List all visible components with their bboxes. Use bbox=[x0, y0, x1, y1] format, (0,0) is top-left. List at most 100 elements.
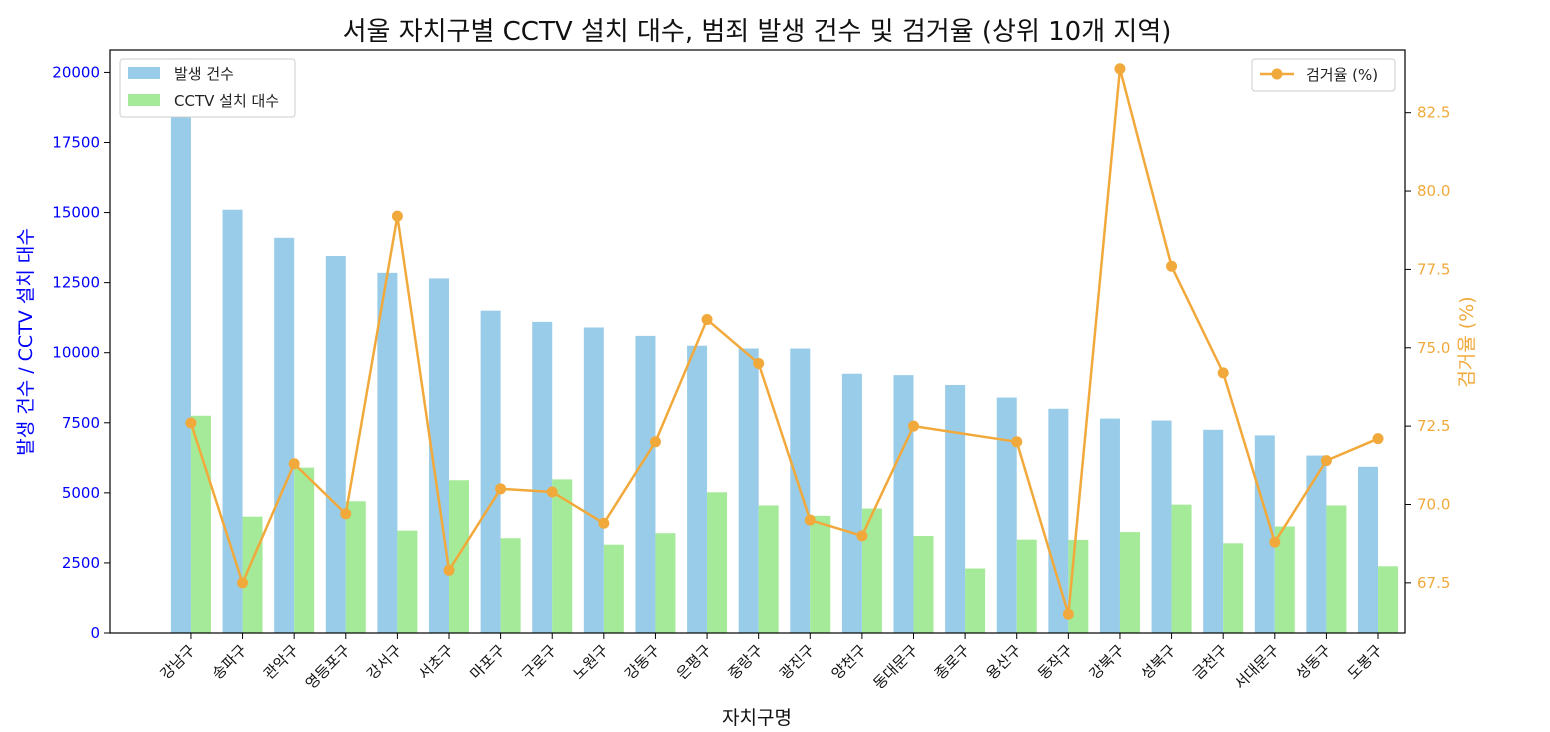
bar-cctv bbox=[191, 416, 211, 633]
legend-swatch-cctv bbox=[128, 94, 160, 106]
x-tick-label: 성동구 bbox=[1292, 641, 1334, 683]
point-arrest-rate bbox=[443, 565, 454, 576]
y-tick-label-right: 77.5 bbox=[1417, 260, 1450, 278]
point-arrest-rate bbox=[702, 314, 713, 325]
y-tick-label-left: 15000 bbox=[52, 204, 100, 222]
bar-crime bbox=[687, 346, 707, 633]
bar-cctv bbox=[1223, 543, 1243, 633]
x-tick-label: 양천구 bbox=[828, 641, 870, 683]
bar-cctv bbox=[914, 536, 934, 633]
bar-cctv bbox=[810, 516, 830, 633]
bar-cctv bbox=[655, 533, 675, 633]
bar-crime bbox=[171, 58, 191, 633]
y-tick-label-right: 75.0 bbox=[1417, 339, 1450, 357]
point-arrest-rate bbox=[753, 358, 764, 369]
point-arrest-rate bbox=[289, 458, 300, 469]
x-tick-label: 종로구 bbox=[931, 641, 973, 683]
x-tick-label: 동작구 bbox=[1034, 641, 1076, 683]
bar-cctv bbox=[397, 531, 417, 633]
x-tick-label: 송파구 bbox=[208, 641, 250, 683]
bar-crime bbox=[945, 385, 965, 633]
bar-crime bbox=[1306, 456, 1326, 633]
x-tick-label: 관악구 bbox=[260, 641, 302, 683]
point-arrest-rate bbox=[547, 486, 558, 497]
bar-cctv bbox=[759, 505, 779, 633]
point-arrest-rate bbox=[340, 508, 351, 519]
x-tick-label: 마포구 bbox=[466, 641, 508, 683]
legend-swatch-crime bbox=[128, 67, 160, 79]
legend-label-arrest-rate: 검거율 (%) bbox=[1306, 66, 1378, 84]
bar-cctv bbox=[604, 545, 624, 633]
x-tick-label: 용산구 bbox=[983, 641, 1025, 683]
legend-label-crime: 발생 건수 bbox=[174, 65, 234, 83]
bar-cctv bbox=[501, 538, 521, 633]
x-tick-label: 도봉구 bbox=[1344, 641, 1386, 683]
bar-crime bbox=[842, 374, 862, 633]
x-tick-label: 강남구 bbox=[157, 641, 199, 683]
bar-crime bbox=[894, 375, 914, 633]
x-tick-label: 금천구 bbox=[1189, 641, 1231, 683]
bar-crime bbox=[1152, 421, 1172, 633]
bar-crime bbox=[1100, 419, 1120, 633]
bar-cctv bbox=[346, 501, 366, 633]
y-tick-label-right: 82.5 bbox=[1417, 104, 1450, 122]
point-arrest-rate bbox=[650, 436, 661, 447]
bar-cctv bbox=[1017, 540, 1037, 633]
bar-cctv bbox=[1172, 505, 1192, 633]
y-tick-label-left: 0 bbox=[90, 624, 100, 642]
bar-crime bbox=[481, 311, 501, 633]
point-arrest-rate bbox=[1218, 367, 1229, 378]
y-tick-label-left: 17500 bbox=[52, 133, 100, 151]
point-arrest-rate bbox=[598, 518, 609, 529]
point-arrest-rate bbox=[1011, 436, 1022, 447]
bar-crime bbox=[377, 273, 397, 633]
point-arrest-rate bbox=[1166, 261, 1177, 272]
y-tick-label-right: 72.5 bbox=[1417, 417, 1450, 435]
x-tick-label: 은평구 bbox=[673, 641, 715, 683]
x-tick-label: 성북구 bbox=[1137, 641, 1179, 683]
bar-cctv bbox=[294, 468, 314, 633]
y-tick-label-left: 20000 bbox=[52, 63, 100, 81]
point-arrest-rate bbox=[1321, 455, 1332, 466]
y-tick-label-right: 67.5 bbox=[1417, 574, 1450, 592]
bar-crime bbox=[739, 349, 759, 633]
point-arrest-rate bbox=[237, 577, 248, 588]
line-arrest-rate bbox=[191, 69, 1378, 614]
y-tick-label-right: 80.0 bbox=[1417, 182, 1450, 200]
bar-cctv bbox=[707, 492, 727, 633]
x-tick-label: 강동구 bbox=[621, 641, 663, 683]
bar-cctv bbox=[1326, 505, 1346, 633]
point-arrest-rate bbox=[1063, 609, 1074, 620]
point-arrest-rate bbox=[1373, 433, 1384, 444]
bar-crime bbox=[274, 238, 294, 633]
chart-title: 서울 자치구별 CCTV 설치 대수, 범죄 발생 건수 및 검거율 (상위 1… bbox=[343, 17, 1172, 47]
point-arrest-rate bbox=[908, 421, 919, 432]
bar-crime bbox=[326, 256, 346, 633]
bars-layer bbox=[171, 58, 1398, 633]
point-arrest-rate bbox=[805, 515, 816, 526]
x-tick-label: 동대문구 bbox=[870, 641, 922, 693]
x-tick-label: 노원구 bbox=[570, 641, 612, 683]
bar-crime bbox=[584, 327, 604, 633]
x-tick-label: 영등포구 bbox=[302, 641, 354, 693]
y-tick-label-left: 12500 bbox=[52, 274, 100, 292]
legend-layer: 발생 건수 CCTV 설치 대수 검거율 (%) bbox=[120, 59, 1395, 117]
x-tick-label: 중랑구 bbox=[724, 641, 766, 683]
legend-swatch-marker bbox=[1272, 69, 1283, 80]
point-arrest-rate bbox=[392, 211, 403, 222]
y-tick-label-left: 5000 bbox=[62, 484, 100, 502]
point-arrest-rate bbox=[856, 530, 867, 541]
y-tick-label-left: 2500 bbox=[62, 554, 100, 572]
y-axis-label-left: 발생 건수 / CCTV 설치 대수 bbox=[15, 228, 37, 456]
x-axis-label: 자치구명 bbox=[722, 707, 792, 729]
point-arrest-rate bbox=[1114, 63, 1125, 74]
x-tick-label: 구로구 bbox=[518, 641, 560, 683]
x-tick-label: 광진구 bbox=[776, 641, 818, 683]
bar-crime bbox=[997, 398, 1017, 633]
bar-crime bbox=[1203, 430, 1223, 633]
legend-label-cctv: CCTV 설치 대수 bbox=[174, 92, 279, 110]
y-tick-label-left: 10000 bbox=[52, 344, 100, 362]
bar-cctv bbox=[965, 569, 985, 633]
x-tick-label: 서초구 bbox=[415, 641, 457, 683]
